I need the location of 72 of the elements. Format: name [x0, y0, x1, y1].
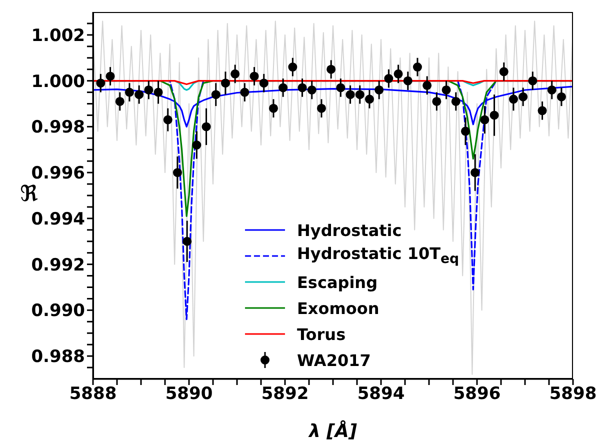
x-tick-label: 5890: [165, 384, 213, 404]
point: [412, 62, 422, 72]
point: [124, 88, 134, 97]
point: [556, 92, 566, 102]
legend-label: WA2017: [297, 350, 371, 370]
point: [374, 85, 384, 94]
point: [480, 115, 490, 124]
point: [403, 76, 412, 86]
point: [202, 122, 211, 132]
point: [230, 69, 240, 78]
x-axis-title: λ [Å]: [308, 420, 358, 442]
point: [490, 110, 499, 120]
point: [172, 168, 182, 178]
point: [211, 90, 220, 100]
point: [192, 140, 202, 150]
point: [259, 78, 268, 88]
y-tick-label: 1.000: [31, 72, 86, 92]
point: [115, 96, 124, 106]
legend-label: Exomoon: [297, 298, 380, 318]
point: [250, 72, 259, 81]
legend-label: Hydrostatic 10T$_{eq}$: [297, 244, 460, 268]
point: [499, 67, 508, 76]
x-tick-label: 5888: [69, 384, 117, 404]
point: [220, 78, 230, 88]
point: [182, 236, 192, 246]
y-tick-label: 0.994: [31, 209, 86, 230]
point: [163, 115, 172, 124]
point: [355, 90, 364, 100]
point: [240, 88, 250, 97]
point: [154, 88, 163, 97]
y-axis-title: ℜ: [20, 182, 38, 206]
point: [268, 104, 278, 113]
point: [346, 90, 355, 100]
point: [518, 92, 528, 102]
x-tick-label: 5896: [453, 384, 501, 404]
point: [451, 96, 460, 106]
point: [547, 85, 556, 94]
point: [508, 94, 518, 104]
line-series: [93, 20, 573, 375]
point: [394, 69, 403, 78]
point: [106, 72, 115, 81]
point: [442, 85, 451, 94]
point: [298, 83, 307, 92]
y-tick-label: 0.998: [31, 118, 85, 138]
point: [460, 126, 470, 136]
point: [528, 76, 538, 86]
point: [307, 85, 316, 94]
point: [336, 83, 346, 92]
point: [316, 104, 326, 113]
point: [144, 85, 154, 94]
y-tick-label: 0.996: [31, 164, 85, 184]
legend-label: Escaping: [297, 272, 378, 292]
point: [384, 74, 394, 84]
point: [134, 90, 144, 100]
point: [96, 78, 106, 88]
point: [432, 96, 442, 106]
y-tick-label: 0.992: [31, 255, 85, 276]
point: [364, 94, 374, 104]
legend-label: Torus: [297, 324, 346, 344]
point: [470, 168, 480, 178]
y-tick-label: 0.988: [31, 347, 85, 368]
x-tick-label: 5894: [357, 384, 405, 404]
legend-label: Hydrostatic: [297, 220, 402, 240]
point: [538, 106, 547, 116]
y-tick-label: 1.002: [31, 26, 85, 46]
point: [326, 64, 336, 74]
point: [422, 80, 432, 90]
point: [278, 83, 288, 92]
y-tick-label: 0.990: [31, 301, 86, 322]
x-tick-label: 5898: [549, 384, 597, 404]
point: [288, 62, 298, 72]
x-tick-label: 5892: [261, 384, 309, 404]
